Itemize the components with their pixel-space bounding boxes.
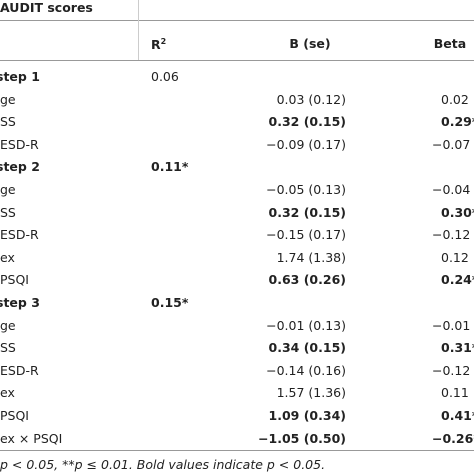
b-cell: −1.05 (0.50) [258,430,346,446]
rule [0,450,474,451]
column-header: Beta [433,36,467,51]
row-label: SS [0,340,16,356]
beta-cell: 0.31* [441,340,474,356]
row-label: ge [0,91,16,107]
row-label: ex [0,249,15,265]
b-cell: 0.32 (0.15) [268,114,346,130]
rule [0,20,474,21]
beta-cell: 0.24* [441,272,474,288]
row-label: ge [0,182,16,197]
beta-cell: 0.41* [441,408,474,423]
row-label: ESD-R [0,227,39,243]
b-cell: 1.09 (0.34) [268,408,346,423]
row-label: PSQI [0,272,29,288]
b-cell: 0.03 (0.12) [276,91,346,107]
row-label: PSQI [0,408,29,423]
step-label: step 3 [0,295,40,310]
beta-cell: 0.12 [441,249,469,265]
b-cell: −0.14 (0.16) [266,362,346,378]
r2-cell: 0.15* [151,295,189,310]
b-cell: −0.05 (0.13) [266,182,346,197]
table-footnote: p < 0.05, **p ≤ 0.01. Bold values indica… [0,457,326,472]
step-label: step 2 [0,159,40,175]
step-label: step 1 [0,69,40,84]
b-cell: 1.74 (1.38) [276,249,346,265]
b-cell: 0.63 (0.26) [268,272,346,288]
table-title: AUDIT scores [0,0,93,15]
beta-cell: −0.26* [432,430,474,446]
beta-cell: −0.07 [432,136,471,152]
row-label: ex [0,385,15,401]
row-label: SS [0,114,16,130]
b-cell: 0.32 (0.15) [268,204,346,220]
column-header: B (se) [289,36,331,51]
column-header: R2 [151,34,166,53]
row-label: ge [0,317,16,333]
beta-cell: 0.29* [441,114,474,130]
b-cell: −0.09 (0.17) [266,136,346,152]
r2-cell: 0.06 [151,69,179,84]
b-cell: −0.15 (0.17) [266,227,346,243]
beta-cell: −0.04 [432,182,471,197]
rule [0,60,474,61]
r2-cell: 0.11* [151,159,189,175]
row-label: SS [0,204,16,220]
row-label: ESD-R [0,362,39,378]
row-label: ESD-R [0,136,39,152]
superscript: 2 [160,37,167,46]
beta-cell: 0.02 [441,91,469,107]
beta-cell: −0.12 [432,227,471,243]
beta-cell: −0.12 [432,362,471,378]
row-label: ex × PSQI [0,430,63,446]
column-header-text: R [151,37,161,53]
beta-cell: 0.11 [441,385,469,401]
b-cell: −0.01 (0.13) [266,317,346,333]
column-rule [138,0,139,60]
b-cell: 0.34 (0.15) [268,340,346,356]
beta-cell: −0.01 [432,317,471,333]
beta-cell: 0.30* [441,204,474,220]
b-cell: 1.57 (1.36) [276,385,346,401]
